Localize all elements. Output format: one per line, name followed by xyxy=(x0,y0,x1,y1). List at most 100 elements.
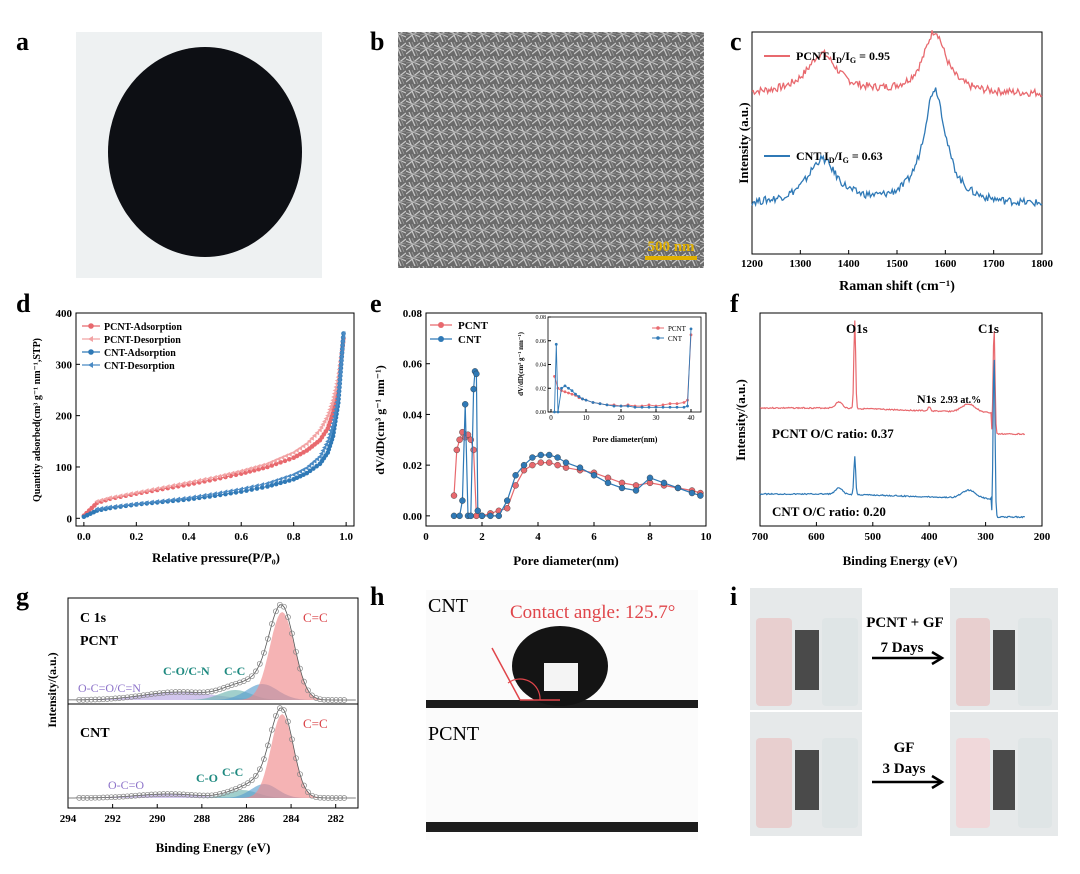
series-line-cnt xyxy=(751,87,1043,208)
data-point xyxy=(331,413,337,419)
data-point xyxy=(160,689,167,696)
vial-right xyxy=(1018,738,1052,828)
inset-data-point xyxy=(682,405,686,409)
data-point xyxy=(256,766,263,773)
data-point xyxy=(281,707,287,713)
inset-data-point xyxy=(682,401,686,404)
sem-texture xyxy=(398,32,704,268)
data-point xyxy=(144,488,149,493)
data-point xyxy=(313,794,319,801)
panel-label-d: d xyxy=(16,289,31,318)
data-point xyxy=(217,490,223,496)
data-point xyxy=(228,488,233,494)
data-point xyxy=(244,676,251,683)
data-point xyxy=(168,689,175,696)
data-point xyxy=(138,489,144,495)
data-point xyxy=(340,334,345,340)
peak-label-cc-double-bottom: C=C xyxy=(303,716,328,731)
data-point xyxy=(248,673,255,680)
data-point xyxy=(207,475,212,481)
data-point xyxy=(646,474,654,482)
data-point xyxy=(329,697,335,703)
data-point xyxy=(136,792,143,799)
x-tick-label: 284 xyxy=(283,813,300,825)
data-point xyxy=(261,756,267,762)
data-point xyxy=(450,512,458,520)
data-point xyxy=(697,492,704,499)
data-point xyxy=(238,468,244,474)
data-point xyxy=(317,696,323,703)
data-point xyxy=(330,420,335,426)
data-point xyxy=(304,441,309,447)
axes-ticks: 0.0 0.2 0.4 0.6 0.8 1.0 0 100 200 300 400 xyxy=(56,308,354,543)
legend: PCNT CNT xyxy=(430,320,489,346)
component-cc-double xyxy=(68,612,358,700)
data-point xyxy=(216,473,222,479)
data-point xyxy=(273,461,279,467)
electrode-holder xyxy=(795,750,819,810)
legend-marker xyxy=(88,323,94,329)
inset-x-tick-label: 40 xyxy=(688,414,696,422)
data-point xyxy=(297,665,303,672)
data-point xyxy=(251,465,257,470)
data-point xyxy=(305,687,311,694)
data-point xyxy=(294,448,299,453)
inset-axes: 0 10 20 30 40 0.00 0.02 0.04 0.06 0.08 xyxy=(536,315,696,422)
data-point xyxy=(164,689,171,696)
inset-x-tick-label: 10 xyxy=(583,414,591,422)
data-point xyxy=(186,479,191,485)
data-point xyxy=(590,472,598,479)
data-point xyxy=(117,493,123,499)
data-point xyxy=(103,496,108,502)
component-cc-double xyxy=(68,714,358,798)
data-point xyxy=(208,688,215,695)
data-point xyxy=(688,489,696,497)
data-point xyxy=(228,787,235,794)
data-point xyxy=(180,689,187,695)
inset-y-tick-label: 0.08 xyxy=(536,315,547,321)
data-point xyxy=(170,497,175,503)
photo-after-pcnt-gf xyxy=(950,588,1058,710)
inset-data-point xyxy=(661,405,665,409)
y-tick-label: 100 xyxy=(56,462,73,474)
legend-label: CNT-Adsorption xyxy=(104,348,176,359)
peak-label-n1s: N1s 2.93 at.% xyxy=(917,392,981,406)
inset-data-point xyxy=(584,398,588,402)
panel-label-c: c xyxy=(730,27,742,56)
data-point xyxy=(338,361,343,367)
data-point xyxy=(306,438,312,444)
data-point xyxy=(277,476,283,482)
series-line-cnt-desorption xyxy=(96,333,344,510)
data-point xyxy=(322,418,327,424)
data-point xyxy=(329,424,334,430)
y-tick-label: 0.04 xyxy=(403,409,423,421)
photo-before-gf xyxy=(750,712,862,836)
data-point xyxy=(314,463,319,469)
data-point xyxy=(341,795,348,801)
data-point xyxy=(329,795,335,801)
axes-ticks: 700 600 500 400 300 200 xyxy=(752,522,1051,543)
data-point xyxy=(269,726,275,733)
data-point xyxy=(107,495,112,501)
inset-data-point xyxy=(560,386,563,390)
data-point xyxy=(94,498,99,504)
peak-label-o1s: O1s xyxy=(846,321,868,336)
x-tick-label: 0.0 xyxy=(77,531,91,543)
inset-data-point xyxy=(577,395,581,398)
legend: PCNT-Adsorption PCNT-Desorption CNT-Adsorp… xyxy=(82,322,182,372)
plot-frame xyxy=(425,312,707,527)
data-point xyxy=(562,459,570,466)
data-point xyxy=(333,697,339,703)
data-point xyxy=(456,436,463,443)
legend-label: PCNT-Adsorption xyxy=(104,322,182,333)
y-tick-label: 0 xyxy=(67,513,73,525)
x-tick-label: 0.6 xyxy=(234,531,248,543)
peak-label-co: C-O xyxy=(196,771,218,785)
inset-data-point xyxy=(626,404,630,408)
data-point xyxy=(554,461,561,469)
inset-data-point xyxy=(570,389,574,393)
data-point xyxy=(120,694,127,701)
data-point xyxy=(293,648,299,655)
data-point xyxy=(232,785,239,792)
data-point xyxy=(192,689,199,696)
